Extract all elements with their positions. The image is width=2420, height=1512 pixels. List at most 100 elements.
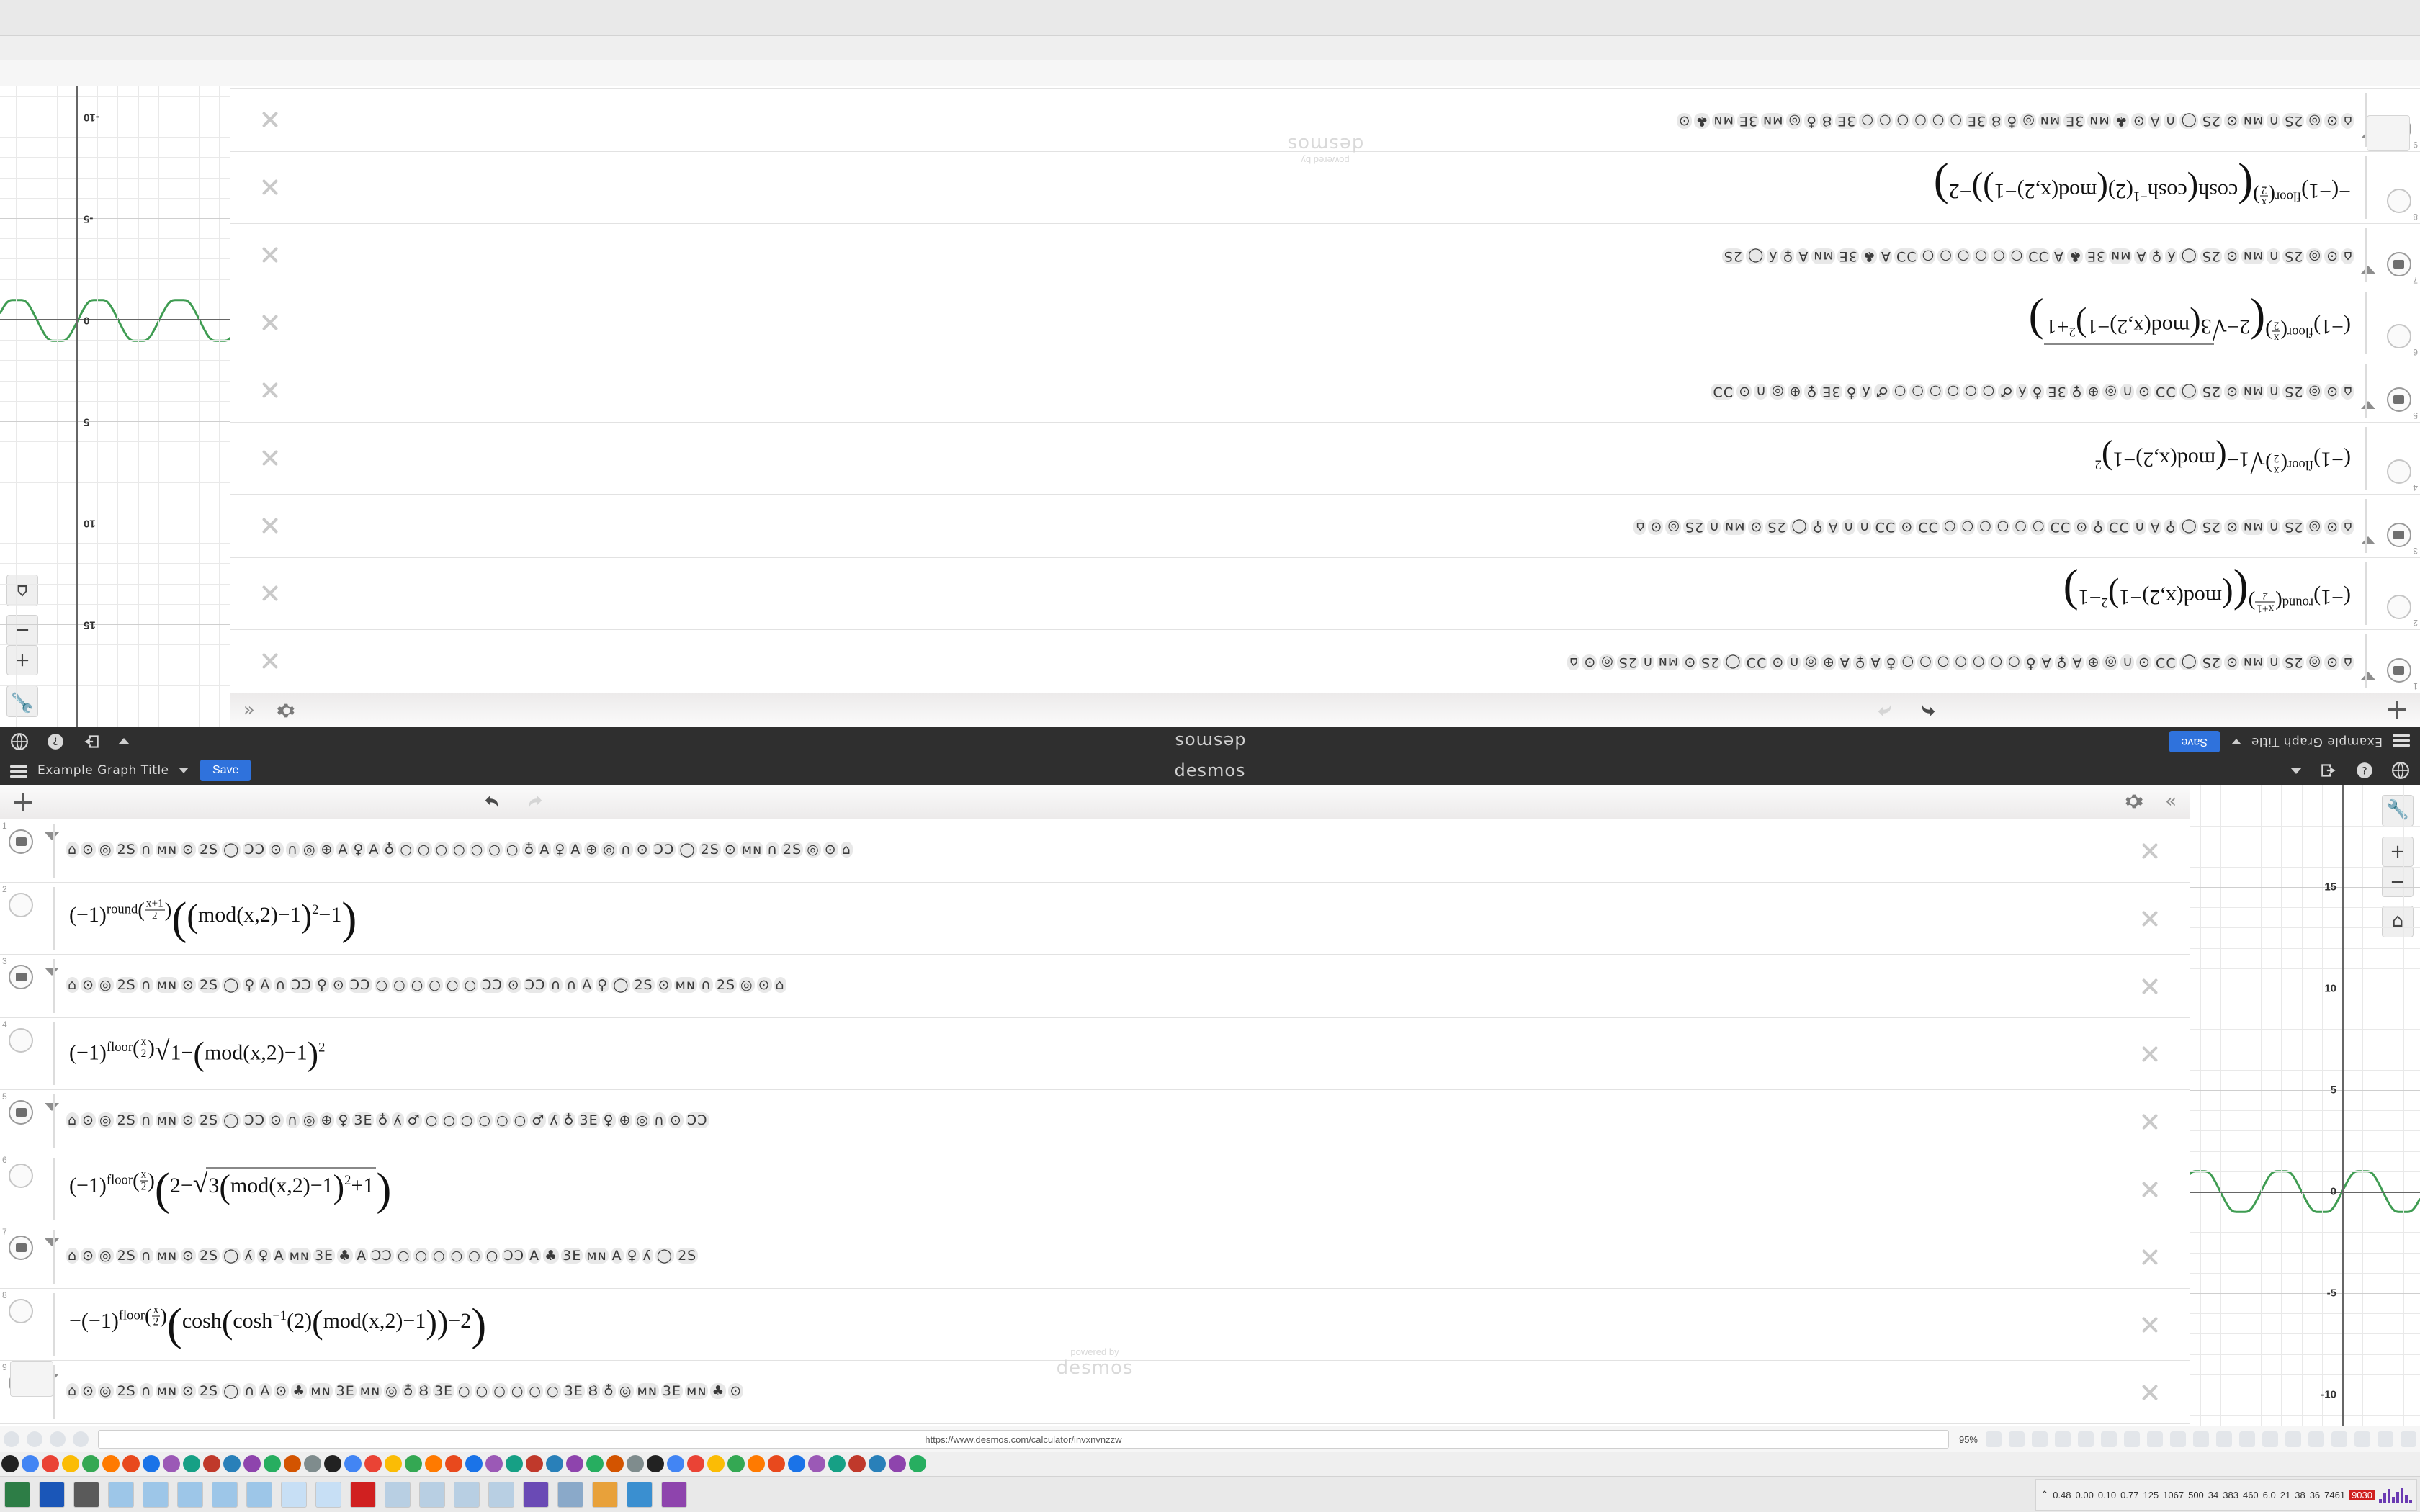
taskbar-item[interactable] <box>212 1482 238 1508</box>
browser-tab[interactable] <box>304 1455 321 1472</box>
browser-tab[interactable] <box>485 1455 503 1472</box>
browser-tab[interactable] <box>808 1455 825 1472</box>
browser-tab[interactable] <box>243 1455 261 1472</box>
gear-icon[interactable] <box>277 701 297 721</box>
browser-tab[interactable] <box>748 1455 765 1472</box>
browser-tab[interactable] <box>506 1455 523 1472</box>
wrench-icon[interactable] <box>2354 1431 2370 1447</box>
system-tray[interactable]: ⌃ 0.48 0.00 0.10 0.77 125 1067 500 34 383 460 6.0 21… <box>2035 1479 2417 1511</box>
list-item[interactable]: 2 (−1)round(x+1 2)((mod(x,2)−1)2−1) <box>0 883 2190 955</box>
close-icon[interactable] <box>2139 976 2159 996</box>
undo-arrow-icon[interactable] <box>1916 700 1937 721</box>
keyboard-toggle-button[interactable] <box>10 1361 53 1397</box>
browser-tab[interactable] <box>102 1455 120 1472</box>
close-icon[interactable] <box>261 178 281 198</box>
profile-icon[interactable] <box>2078 1431 2094 1447</box>
taskbar-item[interactable] <box>523 1482 549 1508</box>
browser-tab[interactable] <box>606 1455 624 1472</box>
reader-icon[interactable] <box>2239 1431 2255 1447</box>
taskbar-item[interactable] <box>315 1482 341 1508</box>
list-item[interactable]: 3 ⌂⊙◎2S∩ᴍɴ⊙2S◯♀A∩ƆƆ♀⊙ƆƆ○○○○○○ƆƆ⊙ƆƆ∩∩A♀◯2… <box>0 955 2190 1018</box>
reload-icon[interactable] <box>2009 1431 2025 1447</box>
taskbar-item[interactable] <box>39 1482 65 1508</box>
folder-note-icon[interactable] <box>9 1100 33 1125</box>
empty-circle-icon[interactable] <box>9 1299 33 1323</box>
browser-tab[interactable] <box>566 1455 583 1472</box>
trash-icon[interactable] <box>2193 1431 2209 1447</box>
browser-tab[interactable] <box>62 1455 79 1472</box>
close-icon[interactable] <box>2139 1179 2159 1200</box>
taskbar-item[interactable] <box>4 1482 30 1508</box>
list-item[interactable]: 7 ⌂⊙◎2S∩ᴍɴ⊙2S◯ʎ♀Aᴍɴ3E♣AƆƆ○○○○○○ƆƆA♣3EᴍɴA… <box>230 223 2420 287</box>
browser-tab[interactable] <box>82 1455 99 1472</box>
help-icon[interactable]: ? <box>46 732 65 751</box>
zoom-out-button[interactable]: − <box>6 615 38 645</box>
graph-title[interactable]: Example Graph Title <box>37 763 169 778</box>
puzzle-icon[interactable] <box>2331 1431 2347 1447</box>
close-icon[interactable] <box>261 110 281 130</box>
chevron-down-icon[interactable] <box>45 1103 59 1111</box>
browser-tab[interactable] <box>586 1455 604 1472</box>
browser-tab[interactable] <box>869 1455 886 1472</box>
empty-circle-icon[interactable] <box>9 893 33 917</box>
browser-tab[interactable] <box>425 1455 442 1472</box>
chevron-down-icon[interactable] <box>2361 401 2375 409</box>
language-globe-icon[interactable] <box>10 732 29 751</box>
download-icon[interactable] <box>2032 1431 2048 1447</box>
list-item[interactable]: 9 ⌂⊙◎2S∩ᴍɴ⊙2S◯∩A⊙♣ᴍɴ3Eᴍɴ◎♁Ȣ3E○○○○○○3EȢ♁◎… <box>230 88 2420 151</box>
list-item[interactable]: 5 ⌂⊙◎2S∩ᴍɴ⊙2S◯ƆƆ⊙∩◎⊕♀3E♁ʎ♂○○○○○○♂ʎ♁3E♀⊕◎… <box>0 1090 2190 1153</box>
graph-canvas[interactable]: 🔧 + − ⌂ 15 10 5 0 -5 -10 <box>2190 785 2420 1426</box>
address-bar[interactable]: https://www.desmos.com/calculator/invxnv… <box>98 1430 1949 1449</box>
list-item[interactable]: 6 (−1)floor(x 2)(2−√3(mod(x,2)−1)2+1) <box>230 287 2420 359</box>
close-icon[interactable] <box>261 313 281 333</box>
taskbar-item[interactable] <box>557 1482 583 1508</box>
record-icon[interactable] <box>2170 1431 2186 1447</box>
browser-tab[interactable] <box>405 1455 422 1472</box>
taskbar-item[interactable] <box>281 1482 307 1508</box>
chevron-down-icon[interactable] <box>118 738 130 745</box>
list-item[interactable]: 1 ⌂⊙◎2S∩ᴍɴ⊙2S◯ƆƆ⊙∩◎⊕A♀A♁○○○○○○○♁A♀A⊕◎∩⊙Ɔ… <box>230 629 2420 693</box>
folder-note-icon[interactable] <box>9 965 33 989</box>
shield-icon[interactable] <box>2262 1431 2278 1447</box>
taskbar-item[interactable] <box>143 1482 169 1508</box>
browser-tab[interactable] <box>445 1455 462 1472</box>
browser-tab[interactable] <box>385 1455 402 1472</box>
home-icon[interactable]: ⌂ <box>6 575 38 606</box>
close-icon[interactable] <box>261 516 281 536</box>
folder-note-icon[interactable] <box>2387 252 2411 276</box>
browser-tab[interactable] <box>183 1455 200 1472</box>
settings-icon[interactable] <box>2378 1431 2393 1447</box>
empty-circle-icon[interactable] <box>9 1028 33 1053</box>
tray-expand-icon[interactable]: ⌃ <box>2040 1489 2049 1500</box>
taskbar-item[interactable] <box>419 1482 445 1508</box>
list-item[interactable]: 4 (−1)floor(x 2)√1−(mod(x,2)−1)2 <box>230 422 2420 494</box>
bookmark-star-icon[interactable] <box>1986 1431 2002 1447</box>
home-icon[interactable]: ⌂ <box>2382 906 2414 937</box>
list-item[interactable]: 6 (−1)floor(x 2)(2−√3(mod(x,2)−1)2+1) <box>0 1153 2190 1225</box>
close-icon[interactable] <box>261 246 281 266</box>
reload-icon[interactable] <box>50 1431 66 1447</box>
browser-tab[interactable] <box>223 1455 241 1472</box>
keyboard-toggle-button[interactable] <box>2367 115 2410 151</box>
browser-tab[interactable] <box>324 1455 341 1472</box>
list-item[interactable]: 2 (−1)round(x+1 2)((mod(x,2)−1)2−1) <box>230 557 2420 629</box>
graph-title-mirror[interactable]: Example Graph Title <box>2251 734 2383 749</box>
browser-tab[interactable] <box>788 1455 805 1472</box>
browser-tab[interactable] <box>687 1455 704 1472</box>
share-icon[interactable] <box>2319 761 2338 780</box>
taskbar-item[interactable] <box>454 1482 480 1508</box>
close-icon[interactable] <box>2139 841 2159 861</box>
add-expression-button[interactable] <box>12 791 35 814</box>
browser-tab[interactable] <box>203 1455 220 1472</box>
empty-circle-icon[interactable] <box>2387 595 2411 619</box>
chevron-double-left-icon[interactable]: « <box>243 700 255 721</box>
folder-note-icon[interactable] <box>2387 523 2411 547</box>
browser-tab[interactable] <box>727 1455 745 1472</box>
browser-tab[interactable] <box>163 1455 180 1472</box>
browser-tab[interactable] <box>344 1455 362 1472</box>
extension-icon[interactable] <box>2055 1431 2071 1447</box>
browser-tab[interactable] <box>546 1455 563 1472</box>
home-icon[interactable] <box>73 1431 89 1447</box>
